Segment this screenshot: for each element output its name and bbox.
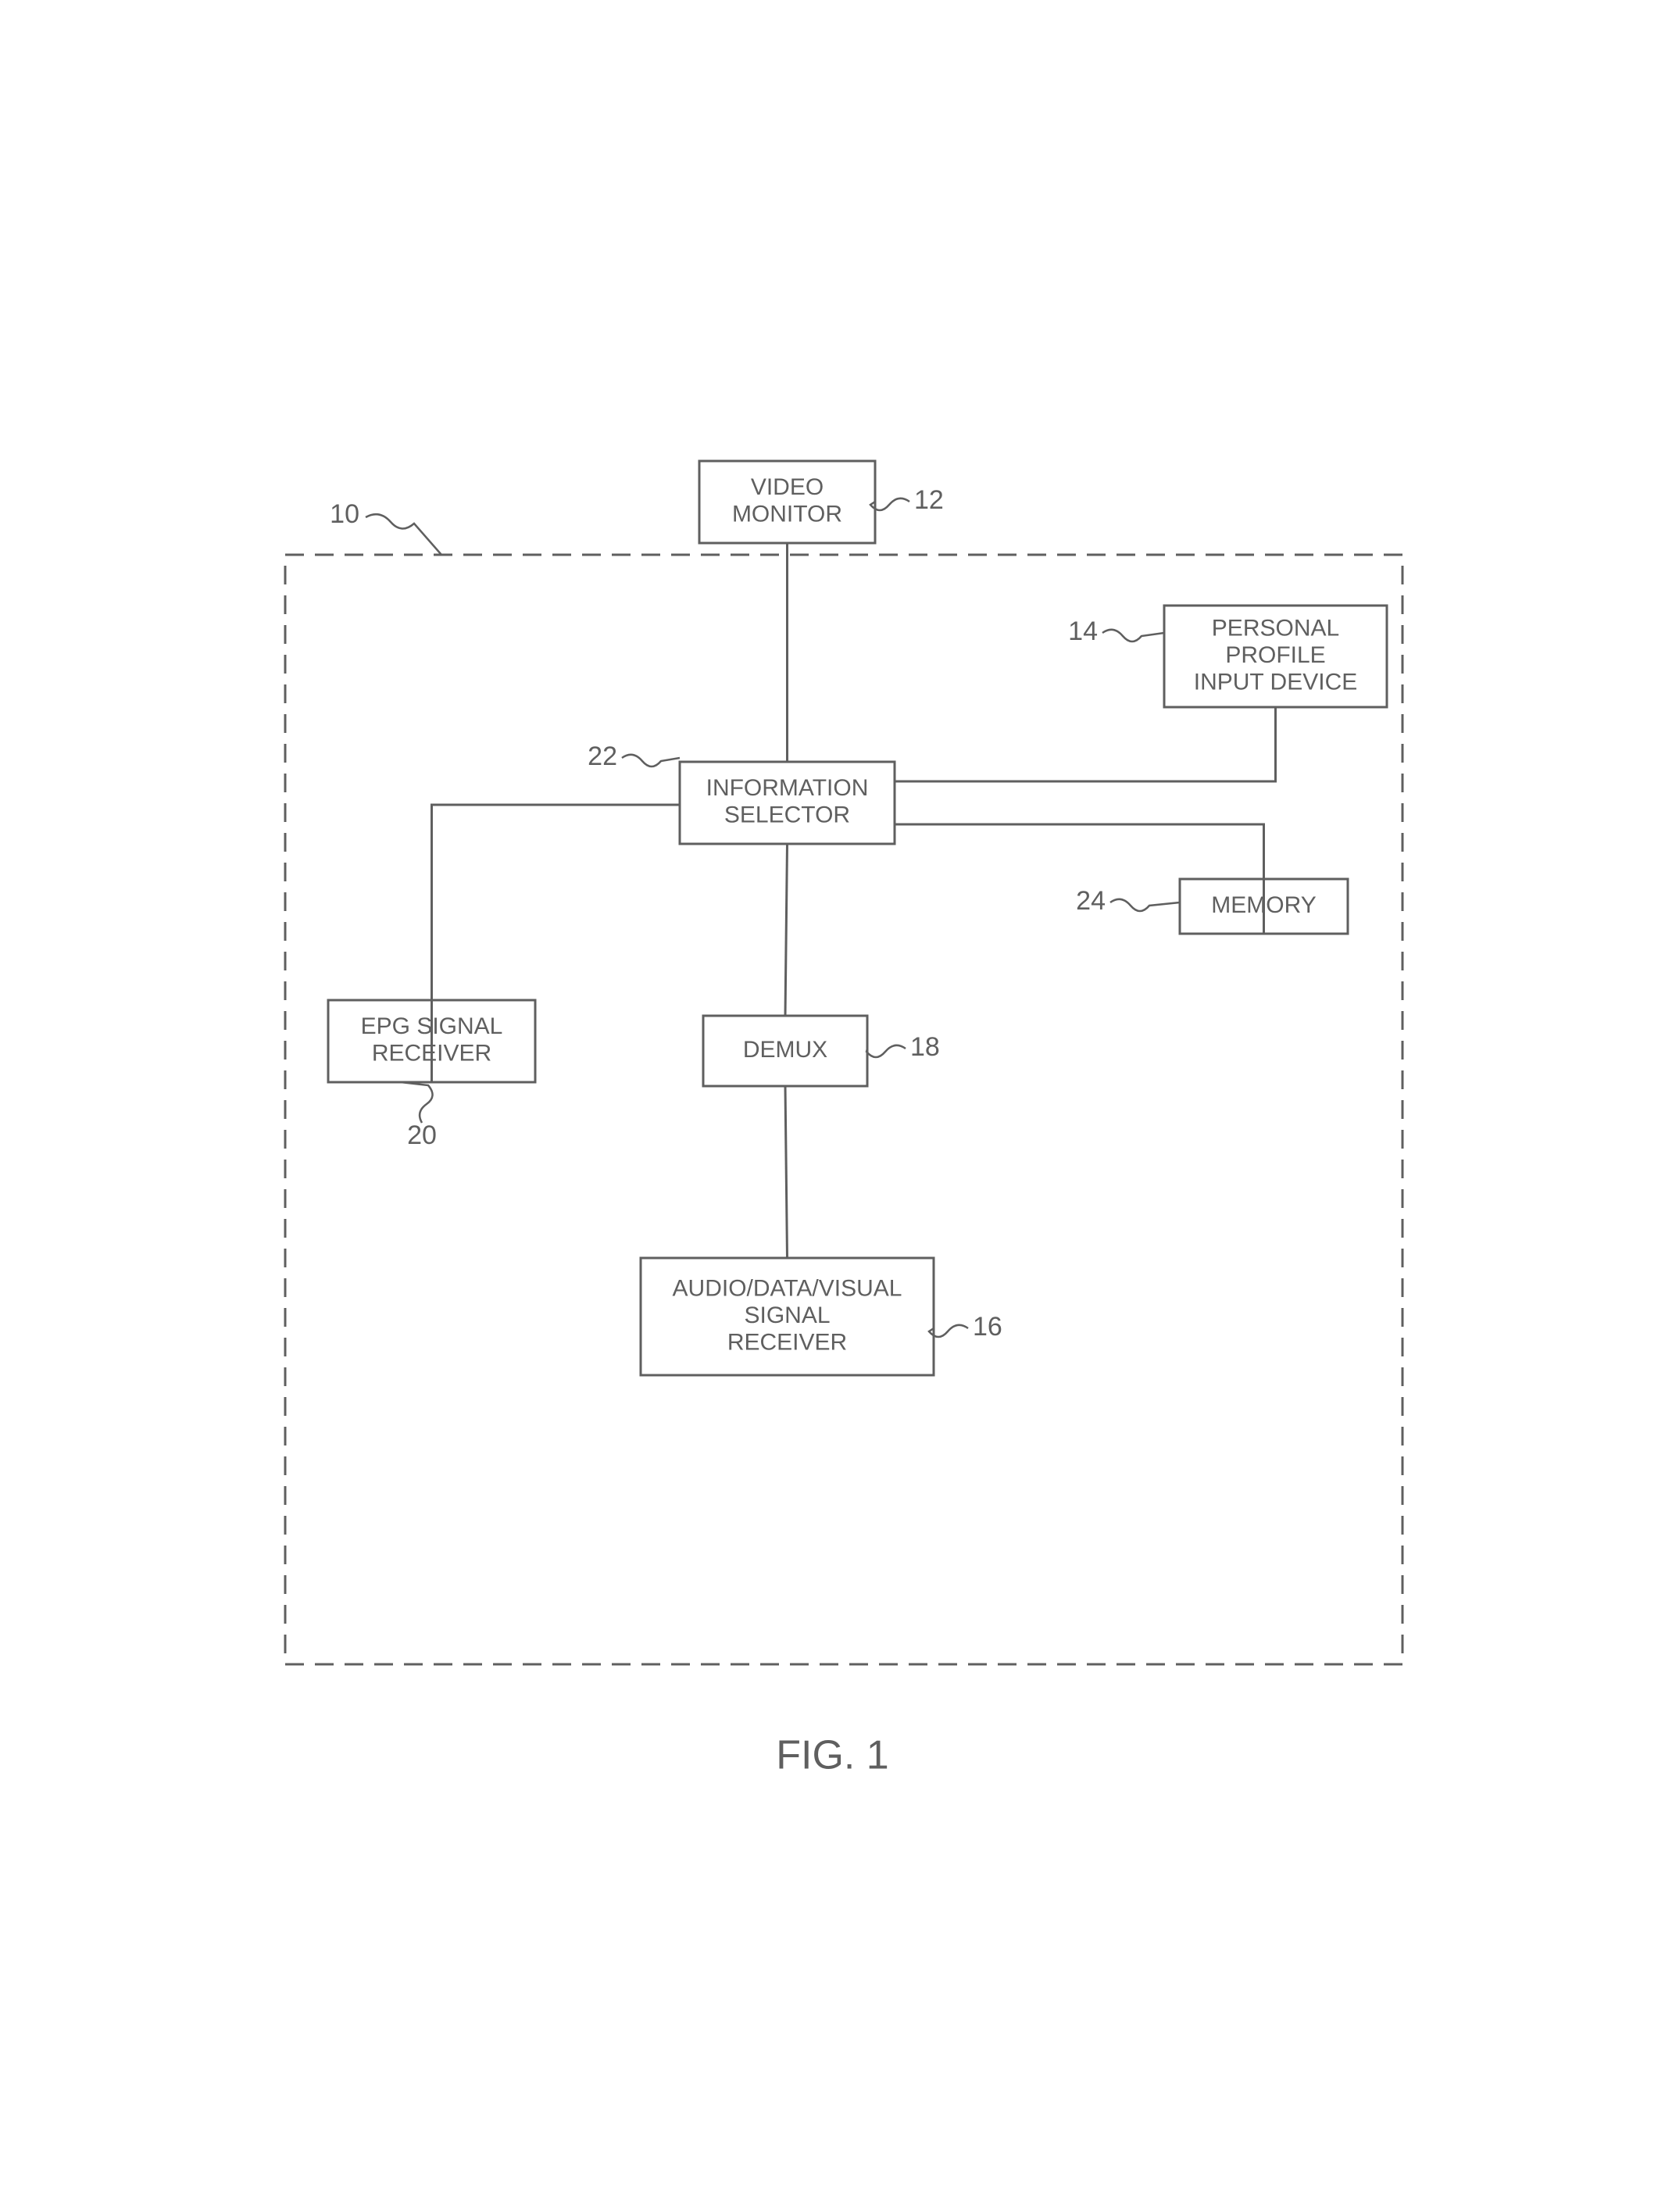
ref-12: 12 — [914, 485, 944, 515]
adv-receiver-label: AUDIO/DATA/VISUAL — [673, 1275, 902, 1301]
video-monitor-block: VIDEOMONITOR — [699, 461, 875, 543]
profile-device-label: PROFILE — [1225, 642, 1325, 668]
ref-14: 14 — [1068, 616, 1098, 646]
info-selector-label: INFORMATION — [706, 775, 869, 801]
ref-16: 16 — [973, 1312, 1002, 1342]
ref-18: 18 — [910, 1032, 940, 1062]
adv-receiver-label: SIGNAL — [744, 1303, 830, 1328]
adv-receiver-block: AUDIO/DATA/VISUALSIGNALRECEIVER — [641, 1258, 934, 1375]
ref-24: 24 — [1076, 886, 1106, 916]
figure-caption: FIG. 1 — [776, 1733, 888, 1778]
profile-device-block: PERSONALPROFILEINPUT DEVICE — [1164, 606, 1387, 707]
profile-device-label: PERSONAL — [1212, 615, 1339, 641]
info-selector-block: INFORMATIONSELECTOR — [680, 762, 895, 844]
ref-22: 22 — [588, 742, 617, 771]
ref-20: 20 — [407, 1120, 437, 1150]
video-monitor-label: MONITOR — [732, 502, 842, 527]
figure-container: 10 VIDEOMONITOR 12 PERSONALPROFILEINPUT DEV… — [0, 0, 1665, 2212]
demux-block: DEMUX — [703, 1016, 867, 1086]
profile-device-label: INPUT DEVICE — [1194, 669, 1358, 695]
demux-label: DEMUX — [743, 1037, 827, 1063]
adv-receiver-label: RECEIVER — [727, 1329, 847, 1355]
info-selector-label: SELECTOR — [724, 802, 850, 828]
video-monitor-label: VIDEO — [751, 474, 824, 500]
ref-10: 10 — [330, 499, 359, 529]
